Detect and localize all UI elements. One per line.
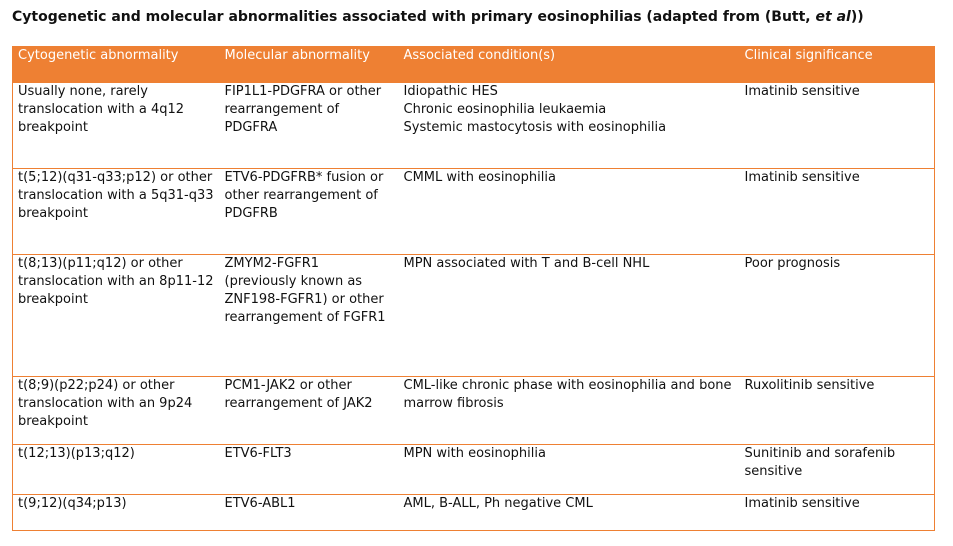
cell-cytogenetic: t(12;13)(p13;q12)	[12, 443, 220, 494]
header-cytogenetic: Cytogenetic abnormality	[12, 46, 220, 82]
cell-cytogenetic: Usually none, rarely translocation with …	[12, 81, 220, 168]
cell-molecular: ETV6-ABL1	[219, 493, 399, 530]
cell-molecular: ETV6-FLT3	[219, 443, 399, 494]
condition-item: Idiopathic HES	[403, 83, 498, 99]
condition-item: AML, B-ALL, Ph negative CML	[403, 495, 593, 511]
table-row: t(5;12)(q31-q33;p12) or other translocat…	[12, 167, 935, 254]
cell-significance: Imatinib sensitive	[739, 81, 935, 168]
cell-conditions: MPN with eosinophilia	[398, 443, 740, 494]
title-text: Cytogenetic and molecular abnormalities …	[12, 9, 816, 25]
cell-cytogenetic: t(8;13)(p11;q12) or other translocation …	[12, 253, 220, 376]
cell-significance: Imatinib sensitive	[739, 493, 935, 530]
table-row: t(12;13)(p13;q12) ETV6-FLT3 MPN with eos…	[12, 443, 935, 494]
page-title: Cytogenetic and molecular abnormalities …	[12, 9, 864, 25]
cell-conditions: MPN associated with T and B-cell NHL	[398, 253, 740, 376]
cell-cytogenetic: t(8;9)(p22;p24) or other translocation w…	[12, 375, 220, 444]
cell-molecular: PCM1-JAK2 or other rearrangement of JAK2	[219, 375, 399, 444]
header-molecular: Molecular abnormality	[219, 46, 399, 82]
condition-item: MPN associated with T and B-cell NHL	[403, 255, 650, 271]
cell-significance: Poor prognosis	[739, 253, 935, 376]
condition-item: MPN with eosinophilia	[403, 445, 546, 461]
cell-conditions: Idiopathic HES Chronic eosinophilia leuk…	[398, 81, 740, 168]
cell-molecular: ETV6-PDGFRB* fusion or other rearrangeme…	[219, 167, 399, 254]
cell-conditions: CMML with eosinophilia	[398, 167, 740, 254]
cell-cytogenetic: t(9;12)(q34;p13)	[12, 493, 220, 530]
title-italic: et al	[815, 9, 851, 25]
condition-item: CML-like chronic phase with eosinophilia…	[403, 377, 732, 411]
cell-cytogenetic: t(5;12)(q31-q33;p12) or other translocat…	[12, 167, 220, 254]
cell-molecular: FIP1L1-PDGFRA or other rearrangement of …	[219, 81, 399, 168]
table-row: t(8;9)(p22;p24) or other translocation w…	[12, 375, 935, 444]
cell-significance: Sunitinib and sorafenib sensitive	[739, 443, 935, 494]
cell-significance: Ruxolitinib sensitive	[739, 375, 935, 444]
header-conditions: Associated condition(s)	[398, 46, 740, 82]
title-suffix: ))	[850, 9, 864, 25]
cell-significance: Imatinib sensitive	[739, 167, 935, 254]
cell-conditions: CML-like chronic phase with eosinophilia…	[398, 375, 740, 444]
condition-item: Systemic mastocytosis with eosinophilia	[403, 119, 667, 135]
table-row: Usually none, rarely translocation with …	[12, 81, 935, 168]
table-row: t(8;13)(p11;q12) or other translocation …	[12, 253, 935, 376]
abnormalities-table: Cytogenetic abnormality Molecular abnorm…	[12, 46, 935, 531]
table-row: t(9;12)(q34;p13) ETV6-ABL1 AML, B-ALL, P…	[12, 493, 935, 530]
table-header-row: Cytogenetic abnormality Molecular abnorm…	[12, 46, 935, 82]
header-significance: Clinical significance	[739, 46, 935, 82]
condition-item: Chronic eosinophilia leukaemia	[403, 101, 607, 117]
cell-molecular: ZMYM2-FGFR1 (previously known as ZNF198-…	[219, 253, 399, 376]
condition-item: CMML with eosinophilia	[403, 169, 556, 185]
cell-conditions: AML, B-ALL, Ph negative CML	[398, 493, 740, 530]
